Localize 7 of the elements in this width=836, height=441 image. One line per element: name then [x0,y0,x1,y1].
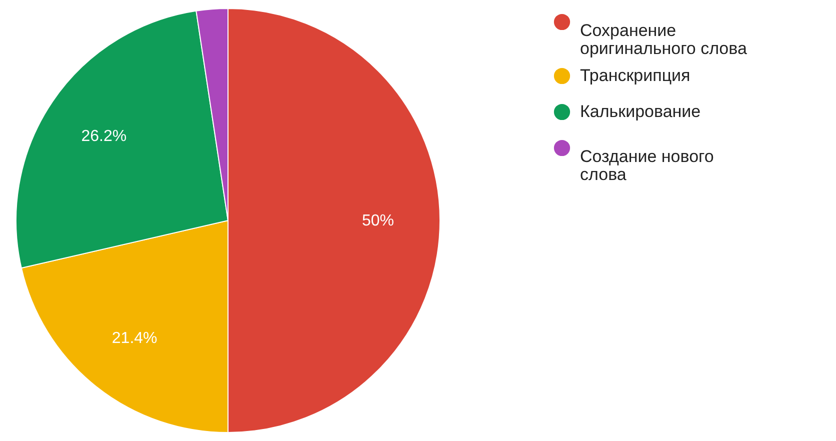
data-label: 50% [362,212,394,230]
legend-label: Сохранение оригинального слова [580,21,748,58]
legend-label: Калькирование [580,102,701,121]
data-label: 21.4% [112,330,158,347]
legend-label: Создание нового слова [580,147,714,184]
data-label: 26.2% [81,128,127,146]
legend-label: Транскрипция [580,66,690,85]
